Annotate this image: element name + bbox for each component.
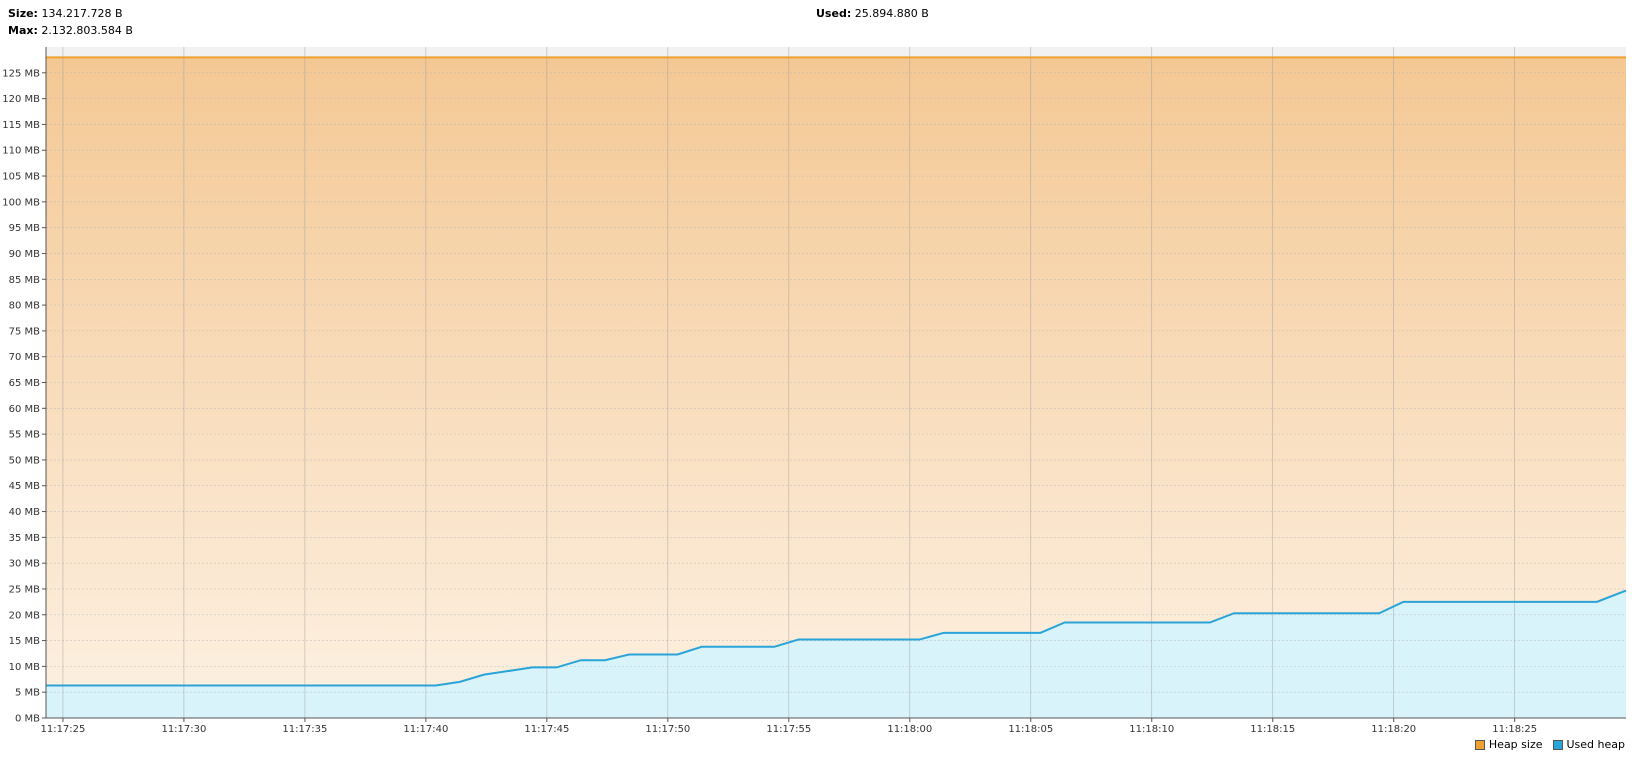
y-tick-label: 110 MB	[2, 146, 40, 157]
max-info: Max: 2.132.803.584 B	[8, 24, 133, 38]
y-tick-label: 15 MB	[9, 636, 41, 647]
y-tick-label: 25 MB	[9, 584, 41, 595]
x-tick-label: 11:18:20	[1371, 724, 1416, 735]
legend-used-heap-label: Used heap	[1566, 738, 1626, 751]
size-label: Size:	[8, 7, 38, 20]
used-heap-line	[46, 589, 1627, 687]
y-tick-label: 85 MB	[9, 275, 41, 286]
y-tick-label: 75 MB	[9, 326, 41, 337]
y-tick-label: 125 MB	[2, 68, 40, 79]
y-tick-label: 100 MB	[2, 197, 40, 208]
y-tick-label: 40 MB	[9, 507, 41, 518]
y-tick-label: 0 MB	[15, 714, 40, 725]
y-tick-label: 45 MB	[9, 481, 41, 492]
y-tick-label: 55 MB	[9, 430, 41, 441]
x-tick-label: 11:17:55	[766, 724, 811, 735]
x-tick-label: 11:18:05	[1008, 724, 1053, 735]
y-tick-label: 60 MB	[9, 404, 41, 415]
y-tick-label: 30 MB	[9, 559, 41, 570]
x-tick-label: 11:17:35	[282, 724, 327, 735]
legend-item-heap-size: Heap size	[1474, 738, 1543, 751]
heap-size-swatch	[1474, 739, 1485, 750]
legend-item-used-heap: Used heap	[1552, 738, 1626, 751]
used-label: Used:	[816, 7, 852, 20]
y-tick-label: 80 MB	[9, 301, 41, 312]
used-heap-area	[46, 590, 1626, 718]
used-info: Used: 25.894.880 B	[816, 7, 929, 21]
used-value: 25.894.880 B	[854, 7, 929, 20]
y-tick-label: 50 MB	[9, 455, 41, 466]
y-tick-label: 20 MB	[9, 610, 41, 621]
chart-legend: Heap size Used heap	[1474, 738, 1626, 751]
x-tick-label: 11:17:45	[524, 724, 569, 735]
y-tick-label: 95 MB	[9, 223, 41, 234]
x-tick-label: 11:18:00	[887, 724, 932, 735]
legend-heap-size-label: Heap size	[1488, 738, 1543, 751]
x-tick-label: 11:17:50	[645, 724, 690, 735]
y-tick-label: 90 MB	[9, 249, 41, 260]
heap-size-area	[46, 57, 1626, 719]
x-tick-label: 11:17:30	[161, 724, 206, 735]
x-tick-label: 11:18:10	[1129, 724, 1174, 735]
used-heap-swatch	[1552, 739, 1563, 750]
y-tick-label: 115 MB	[2, 120, 40, 131]
y-tick-label: 120 MB	[2, 94, 40, 105]
max-value: 2.132.803.584 B	[41, 24, 133, 37]
y-tick-label: 35 MB	[9, 533, 41, 544]
max-label: Max:	[8, 24, 38, 37]
y-tick-label: 65 MB	[9, 378, 41, 389]
x-tick-label: 11:17:40	[403, 724, 448, 735]
x-tick-label: 11:18:15	[1250, 724, 1295, 735]
y-tick-label: 105 MB	[2, 172, 40, 183]
y-tick-label: 10 MB	[9, 662, 41, 673]
x-tick-label: 11:18:25	[1492, 724, 1537, 735]
y-tick-label: 5 MB	[15, 688, 40, 699]
y-tick-label: 70 MB	[9, 352, 41, 363]
x-tick-label: 11:17:25	[40, 724, 85, 735]
size-info: Size: 134.217.728 B	[8, 7, 123, 21]
size-value: 134.217.728 B	[41, 7, 123, 20]
